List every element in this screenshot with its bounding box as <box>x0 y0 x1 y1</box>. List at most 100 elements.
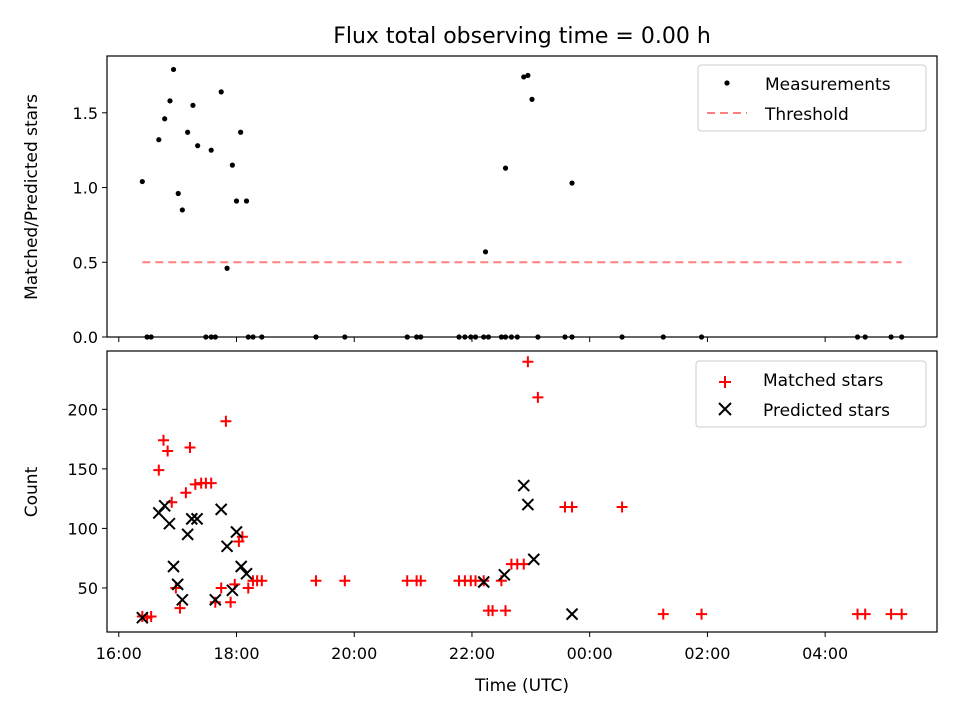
measurement-point <box>208 147 214 153</box>
matched-star-point <box>220 415 232 427</box>
measurement-point <box>514 334 520 340</box>
predicted-star-point <box>498 568 511 582</box>
matched-star-point <box>180 487 192 499</box>
legend-predicted-marker <box>718 402 732 416</box>
predicted-star-point <box>235 560 248 573</box>
measurement-point <box>525 72 531 79</box>
measurement-point <box>218 89 224 95</box>
top-y-tick-label: 1.5 <box>73 104 98 123</box>
measurement-point <box>208 334 214 340</box>
legend-matched-label: Matched stars <box>763 371 883 391</box>
top-y-ticks: 0.0 0.5 1.0 1.5 <box>73 104 107 347</box>
top-axes-frame <box>106 55 938 338</box>
measurement-point <box>660 334 666 340</box>
top-legend-box <box>697 64 927 132</box>
measurement-point <box>167 98 173 104</box>
predicted-star-point <box>176 593 189 607</box>
matched-star-point <box>518 558 530 570</box>
measurement-point <box>233 198 240 204</box>
predicted-star-points <box>136 479 579 624</box>
predicted-star-point <box>136 611 149 624</box>
matched-star-point <box>415 575 427 587</box>
matched-star-point <box>616 501 628 513</box>
measurement-point <box>190 102 196 108</box>
measurement-point <box>179 207 185 213</box>
matched-star-point <box>184 441 196 453</box>
matched-star-point <box>170 582 182 594</box>
matched-star-point <box>256 575 268 587</box>
matched-star-point <box>859 608 871 620</box>
measurement-point <box>502 334 509 340</box>
matched-star-point <box>500 605 512 617</box>
matched-star-point <box>696 608 708 620</box>
measurement-point <box>148 334 154 340</box>
top-y-tick-label: 0.5 <box>73 253 98 272</box>
top-y-tick-label: 0.0 <box>73 328 98 347</box>
matched-star-point <box>153 464 165 476</box>
measurement-point <box>472 334 479 340</box>
top-y-axis-label: Matched/Predicted stars <box>22 94 42 300</box>
matched-star-point <box>189 478 201 490</box>
measurement-point <box>414 334 420 340</box>
measurement-point <box>162 116 168 122</box>
legend-matched-marker <box>719 376 731 388</box>
matched-star-point <box>896 608 908 620</box>
measurement-point <box>418 334 424 340</box>
measurement-point <box>456 334 462 340</box>
matched-star-point <box>145 611 157 623</box>
measurement-point <box>529 96 535 102</box>
measurement-point <box>185 129 191 135</box>
bottom-panel: 50 100 150 200 16:00 18:00 20:00 22:00 00:00 02:… <box>22 350 938 696</box>
predicted-star-point <box>565 607 579 621</box>
predicted-star-point <box>181 528 194 541</box>
legend-measurements-label: Measurements <box>765 75 891 95</box>
bottom-x-tick-label: 00:00 <box>567 644 613 663</box>
bottom-y-tick-label: 100 <box>67 519 98 538</box>
measurement-point <box>238 129 244 135</box>
measurement-point <box>508 334 515 340</box>
measurement-point <box>195 143 201 149</box>
bottom-legend-box <box>695 360 927 428</box>
matched-star-point <box>225 596 237 608</box>
measurement-point <box>569 334 575 340</box>
measurement-points <box>139 66 905 340</box>
matched-star-point <box>566 501 578 513</box>
bottom-x-tick-label: 20:00 <box>331 644 377 663</box>
bottom-y-tick-label: 50 <box>78 579 98 598</box>
matched-star-point <box>522 356 534 368</box>
bottom-x-tick-label: 16:00 <box>96 644 142 663</box>
measurement-point <box>259 334 265 340</box>
legend-predicted-label: Predicted stars <box>763 401 890 421</box>
predicted-star-point <box>240 567 253 580</box>
measurement-point <box>229 162 235 168</box>
matched-star-point <box>487 605 499 617</box>
measurement-point <box>243 198 250 204</box>
measurement-point <box>535 334 541 340</box>
measurement-point <box>462 334 468 340</box>
measurement-point <box>899 334 905 340</box>
measurement-point <box>698 334 705 340</box>
measurement-point <box>175 190 181 197</box>
measurement-point <box>619 334 625 340</box>
measurement-point <box>245 334 251 340</box>
measurement-point <box>342 334 348 340</box>
matched-star-point <box>174 602 186 614</box>
measurement-point <box>404 334 410 340</box>
top-legend: Measurements Threshold <box>697 64 927 132</box>
measurement-point <box>170 66 177 73</box>
bottom-y-axis-label: Count <box>22 466 42 517</box>
predicted-star-point <box>171 578 184 591</box>
predicted-star-point <box>190 512 204 526</box>
predicted-star-point <box>527 553 540 566</box>
matched-star-point <box>158 434 170 446</box>
measurement-point <box>250 334 256 340</box>
predicted-star-point <box>521 498 535 511</box>
predicted-star-point <box>220 540 234 553</box>
measurement-point <box>498 334 504 340</box>
bottom-legend: Matched stars Predicted stars <box>695 360 927 428</box>
measurement-point <box>481 334 487 340</box>
bottom-y-tick-label: 150 <box>67 460 98 479</box>
predicted-star-point <box>477 575 490 589</box>
predicted-star-point <box>163 517 176 530</box>
